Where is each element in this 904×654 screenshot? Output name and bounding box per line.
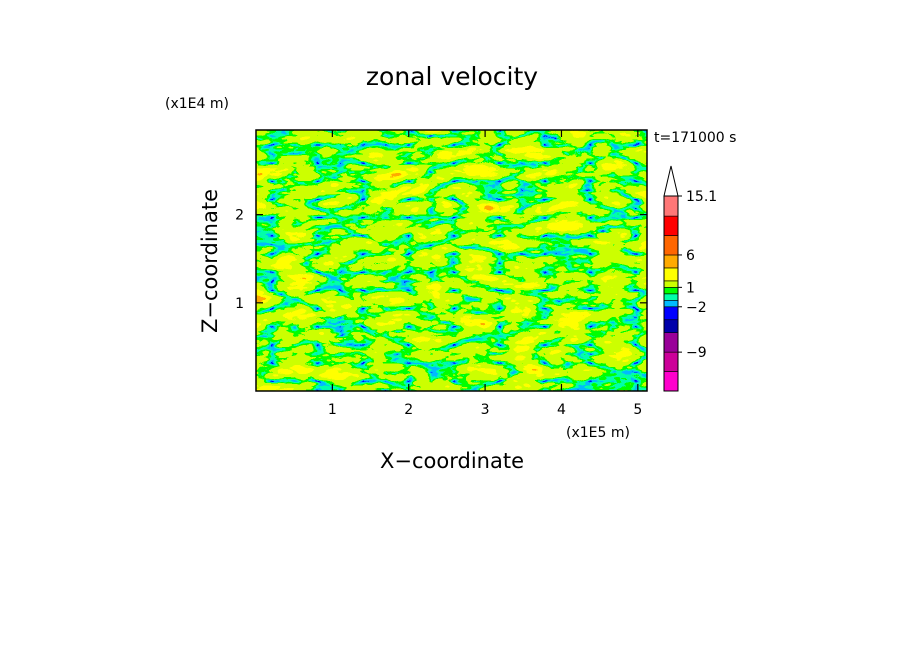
- x-axis-label: X−coordinate: [380, 449, 524, 473]
- colorbar-segment: [663, 351, 679, 372]
- colorbar-segment: [663, 319, 679, 333]
- x-unit-label: (x1E5 m): [566, 425, 630, 441]
- colorbar-segment: [663, 235, 679, 256]
- colorbar-segment: [663, 280, 679, 288]
- colorbar-segment: [663, 371, 679, 392]
- y-tick-label: 2: [235, 208, 244, 224]
- colorbar-tick-label: −9: [686, 345, 707, 361]
- colorbar-tick-label: 1: [686, 280, 695, 296]
- x-axis: 1 2 3 4 5: [328, 130, 642, 418]
- chart-title: zonal velocity: [366, 62, 538, 91]
- y-unit-label: (x1E4 m): [165, 96, 229, 112]
- y-axis: 12: [235, 208, 647, 312]
- colorbar-segment: [663, 332, 679, 353]
- colorbar-frame: [663, 195, 679, 392]
- colorbar-tick-label: 6: [686, 248, 695, 264]
- colorbar-segment: [663, 300, 679, 308]
- contour-field: [256, 130, 647, 391]
- colorbar-segment: [663, 195, 679, 217]
- time-label: t=171000 s: [654, 130, 736, 146]
- y-tick-label: 1: [235, 296, 244, 312]
- x-tick-label: 3: [481, 402, 490, 418]
- colorbar-segment: [663, 254, 679, 269]
- colorbar-segment: [663, 293, 679, 301]
- y-axis-label: Z−coordinate: [198, 189, 222, 333]
- colorbar-segment: [663, 215, 679, 236]
- colorbar-tick-label: −2: [686, 300, 707, 316]
- x-tick-label: 5: [633, 402, 642, 418]
- colorbar-tick-label: 15.1: [686, 189, 717, 205]
- colorbar-segment: [663, 306, 679, 321]
- colorbar-segment: [663, 267, 679, 282]
- plot-frame: [255, 129, 648, 392]
- colorbar-segment: [663, 287, 679, 295]
- colorbar-extend-arrow: [663, 165, 679, 197]
- x-tick-label: 4: [557, 402, 566, 418]
- x-tick-label: 2: [404, 402, 413, 418]
- colorbar: 15.1 6 1 −2 −9: [663, 165, 717, 392]
- x-tick-label: 1: [328, 402, 337, 418]
